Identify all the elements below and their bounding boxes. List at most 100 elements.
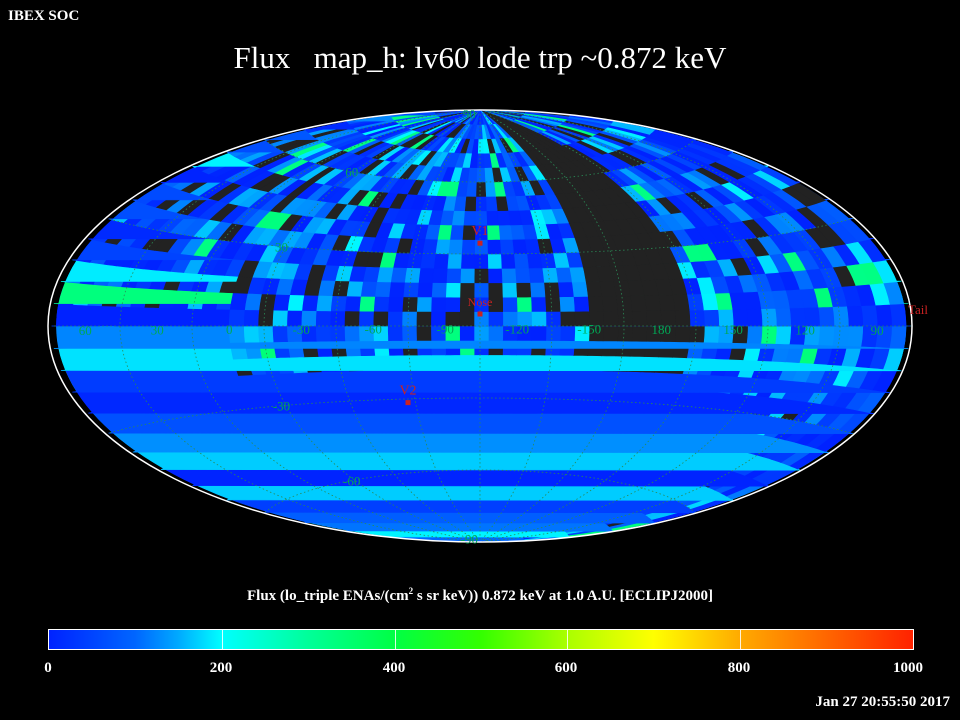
flux-pixel [846, 325, 864, 347]
flux-pixel [674, 309, 691, 327]
flux-pixel [402, 281, 419, 298]
marker-dot [477, 240, 483, 246]
flux-pixel [404, 267, 421, 283]
longitude-label: 150 [723, 322, 743, 337]
colorbar-tick [567, 630, 569, 649]
flux-pixel [474, 253, 489, 269]
marker-dot [405, 400, 411, 406]
corner-label: IBEX SOC [8, 8, 80, 24]
flux-pixel [485, 196, 498, 212]
colorbar-tick [394, 630, 396, 649]
flux-pixel [513, 253, 529, 269]
flux-pixels [51, 110, 911, 542]
flux-pixel [401, 311, 417, 327]
flux-pixel [528, 267, 545, 283]
colorbar-label: 200 [209, 660, 233, 676]
flux-pixel [526, 253, 543, 269]
flux-pixel [559, 325, 576, 342]
flux-pixel [817, 306, 835, 327]
flux-pixel [500, 253, 516, 269]
flux-pixel [817, 325, 835, 346]
flux-pixel [132, 450, 829, 471]
flux-pixel [257, 309, 274, 327]
flux-pixel [243, 325, 260, 343]
flux-pixel [315, 325, 331, 342]
parallel-line [264, 138, 697, 183]
flux-pixel [545, 311, 561, 327]
flux-pixel [329, 325, 346, 342]
flux-pixel [388, 281, 405, 298]
flux-pixel [390, 267, 408, 283]
flux-pixel [511, 238, 528, 255]
flux-pixel [555, 266, 572, 283]
flux-pixel [688, 309, 705, 327]
flux-pixel [374, 281, 392, 298]
flux-pixel [889, 325, 907, 349]
flux-pixel [760, 325, 777, 344]
flux-pixel [315, 295, 333, 312]
flux-pixel [416, 311, 432, 327]
timestamp: Jan 27 20:55:50 2017 [815, 694, 950, 710]
longitude-label: -60 [365, 322, 382, 337]
marker-label-v1: V1 [471, 224, 488, 239]
flux-pixel [629, 295, 647, 312]
flux-pixel [499, 239, 515, 255]
meridian-line [481, 112, 553, 540]
flux-pixel [559, 310, 576, 327]
marker-dot [477, 311, 483, 317]
flux-pixel [488, 325, 504, 341]
longitude-label: 90 [871, 323, 884, 338]
flux-pixel [746, 308, 763, 327]
flux-pixel [615, 295, 633, 312]
flux-pixel [509, 224, 525, 240]
colorbar-label: 800 [727, 660, 751, 676]
flux-pixel [360, 281, 378, 297]
flux-pixel [459, 311, 475, 327]
longitude-label: -30 [293, 322, 310, 337]
colorbar-label: 600 [554, 660, 578, 676]
flux-pixel [346, 280, 364, 297]
flux-pixel [573, 296, 590, 312]
flux-pixel [602, 325, 619, 342]
map-title: Flux map_h: lv60 lode trp ~0.872 keV [233, 40, 727, 75]
flux-pixel [257, 325, 274, 343]
flux-pixel [524, 238, 541, 254]
flux-pixel [435, 238, 451, 255]
flux-pixel [430, 296, 447, 312]
flux-pixel [674, 325, 691, 343]
meridian-line [486, 110, 769, 542]
map-outline [47, 109, 913, 543]
flux-pixel [387, 310, 403, 327]
longitude-label: 180 [651, 322, 671, 337]
flux-pixel [515, 282, 532, 298]
flux-pixel [474, 210, 488, 226]
latitude-label: 60 [345, 165, 358, 180]
flux-pixel [448, 239, 463, 255]
longitude-label: 0 [226, 322, 233, 337]
flux-pixel [475, 196, 487, 212]
flux-pixel [631, 310, 648, 327]
flux-pixel [486, 239, 502, 255]
flux-pixel [88, 411, 874, 435]
flux-pixel [498, 224, 513, 240]
flux-pixel [475, 181, 487, 197]
flux-pixel [599, 280, 617, 297]
flux-pixel [516, 296, 532, 312]
flux-pixel [558, 296, 575, 312]
colorbar-tick [740, 630, 742, 649]
flux-pixel [587, 295, 604, 312]
meridian-line [119, 110, 473, 542]
flux-pixel [473, 268, 489, 284]
marker-label-tail: Tail [908, 302, 928, 317]
flux-pixel [774, 307, 792, 327]
flux-pixel [484, 181, 496, 197]
parallel-line [264, 469, 697, 514]
flux-pixel [617, 325, 633, 342]
flux-pixel [461, 239, 476, 255]
flux-pixel [531, 325, 547, 341]
flux-pixel [460, 253, 475, 269]
flux-pixel [459, 267, 475, 284]
colorbar [48, 629, 914, 650]
meridian-line [487, 110, 841, 542]
